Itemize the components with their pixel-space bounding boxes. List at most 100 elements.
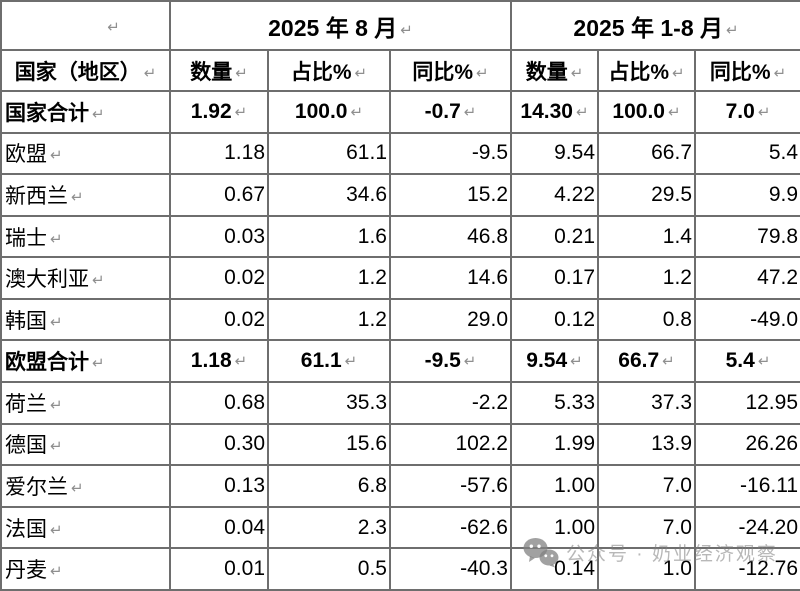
table-row: 澳大利亚 ↵ 0.02 1.2 14.6 0.17 1.2 47.2 bbox=[0, 256, 800, 300]
value-cell: -16.11 bbox=[693, 464, 800, 508]
paragraph-mark: ↵ bbox=[235, 64, 248, 82]
country-cell: 荷兰 ↵ bbox=[0, 381, 171, 425]
value-label: 9.54 bbox=[526, 349, 568, 373]
value-cell: 0.5 bbox=[267, 547, 391, 591]
paragraph-mark: ↵ bbox=[50, 563, 63, 581]
value-cell: 1.2 bbox=[267, 256, 391, 300]
country-cell: 瑞士 ↵ bbox=[0, 214, 171, 259]
paragraph-mark: ↵ bbox=[570, 353, 583, 371]
value-label: 0.8 bbox=[662, 307, 692, 331]
country-label: 德国 bbox=[5, 434, 47, 458]
col-header-yoy-ytd: 同比% ↵ bbox=[693, 49, 800, 92]
value-cell: 0.17 bbox=[510, 256, 599, 300]
value-label: 15.2 bbox=[467, 182, 508, 206]
value-cell: 0.13 bbox=[169, 464, 269, 508]
country-cell: 欧盟 ↵ bbox=[0, 131, 171, 176]
col-header-label: 数量 bbox=[525, 60, 568, 84]
value-label: 47.2 bbox=[757, 266, 799, 290]
value-cell: -62.6 bbox=[389, 505, 512, 550]
value-cell: 4.22 bbox=[510, 173, 599, 217]
value-cell: 15.2 bbox=[389, 173, 512, 217]
value-cell: 14.6 bbox=[389, 256, 512, 300]
value-label: 1.2 bbox=[662, 266, 692, 290]
table-row: 欧盟合计 ↵ 1.18 ↵ 61.1 ↵ -9.5 ↵ 9.54 ↵ 66.7 ↵ 5.4 ↵ bbox=[0, 339, 800, 384]
value-label: 1.18 bbox=[190, 349, 232, 373]
paragraph-mark: ↵ bbox=[672, 64, 685, 82]
value-label: 13.9 bbox=[651, 432, 692, 456]
period-header-aug: 2025 年 8 月 ↵ bbox=[169, 0, 512, 51]
value-label: 1.0 bbox=[662, 557, 692, 581]
table-row: 法国 ↵ 0.04 2.3 -62.6 1.00 7.0 -24.20 bbox=[0, 505, 800, 550]
country-label: 欧盟合计 bbox=[5, 351, 89, 375]
value-cell: 100.0 ↵ bbox=[597, 90, 696, 134]
value-label: 1.2 bbox=[357, 266, 387, 290]
value-cell: 29.0 bbox=[389, 297, 512, 342]
value-cell: 15.6 bbox=[267, 422, 391, 467]
value-label: 12.95 bbox=[745, 390, 799, 414]
value-cell: -9.5 bbox=[389, 131, 512, 176]
value-label: 79.8 bbox=[757, 224, 799, 248]
table-row: 国家合计 ↵ 1.92 ↵ 100.0 ↵ -0.7 ↵ 14.30 ↵ 100.0 ↵ 7.0 ↵ bbox=[0, 90, 800, 134]
paragraph-mark: ↵ bbox=[71, 479, 84, 497]
col-header-quantity-ytd: 数量 ↵ bbox=[510, 49, 599, 92]
paragraph-mark: ↵ bbox=[92, 355, 105, 373]
value-label: 14.6 bbox=[467, 266, 508, 290]
table-row: 德国 ↵ 0.30 15.6 102.2 1.99 13.9 26.26 bbox=[0, 422, 800, 467]
value-cell: 12.95 bbox=[693, 381, 800, 425]
value-label: 61.1 bbox=[300, 349, 342, 373]
value-cell: 1.6 bbox=[267, 214, 391, 259]
value-label: -12.76 bbox=[738, 557, 799, 581]
paragraph-mark: ↵ bbox=[344, 353, 358, 371]
value-cell: 13.9 bbox=[597, 422, 696, 467]
paragraph-mark: ↵ bbox=[92, 105, 105, 123]
value-label: 100.0 bbox=[294, 99, 348, 123]
value-cell: -40.3 bbox=[389, 547, 512, 591]
country-label: 荷兰 bbox=[5, 392, 47, 416]
country-cell: 新西兰 ↵ bbox=[0, 173, 171, 217]
country-cell: 澳大利亚 ↵ bbox=[0, 256, 171, 300]
value-label: -57.6 bbox=[460, 473, 508, 497]
paragraph-mark: ↵ bbox=[463, 353, 477, 371]
col-header-country: 国家（地区） ↵ bbox=[0, 49, 171, 92]
paragraph-mark: ↵ bbox=[463, 103, 477, 121]
period-label: 2025 年 8 月 bbox=[268, 14, 398, 41]
country-label: 瑞士 bbox=[5, 226, 47, 250]
paragraph-mark: ↵ bbox=[50, 438, 63, 456]
paragraph-mark: ↵ bbox=[662, 353, 675, 371]
value-label: 2.3 bbox=[357, 515, 387, 539]
value-label: 9.54 bbox=[554, 141, 595, 165]
country-label: 法国 bbox=[5, 517, 47, 541]
value-cell: 0.8 bbox=[597, 297, 696, 342]
column-header-row: 国家（地区） ↵ 数量 ↵ 占比% ↵ 同比% ↵ 数量 ↵ 占比% ↵ 同比% ↵ bbox=[0, 49, 800, 92]
col-header-label: 占比% bbox=[608, 60, 670, 84]
value-label: 0.14 bbox=[554, 557, 595, 581]
value-cell: 1.18 ↵ bbox=[169, 339, 269, 384]
value-label: 4.22 bbox=[554, 182, 595, 206]
value-cell: 9.9 bbox=[693, 173, 800, 217]
value-cell: 0.03 bbox=[169, 214, 269, 259]
col-header-share-aug: 占比% ↵ bbox=[267, 49, 391, 92]
value-cell: -0.7 ↵ bbox=[389, 90, 512, 134]
value-cell: 1.0 bbox=[597, 547, 696, 591]
paragraph-mark: ↵ bbox=[71, 188, 84, 206]
value-cell: 1.18 bbox=[169, 131, 269, 176]
table-row: 欧盟 ↵ 1.18 61.1 -9.5 9.54 66.7 5.4 bbox=[0, 131, 800, 176]
value-cell: -49.0 bbox=[693, 297, 800, 342]
value-cell: 7.0 ↵ bbox=[693, 90, 800, 134]
value-cell: 0.14 bbox=[510, 547, 599, 591]
paragraph-mark: ↵ bbox=[667, 103, 681, 121]
value-label: 15.6 bbox=[346, 432, 387, 456]
value-label: -40.3 bbox=[460, 557, 508, 581]
value-label: -0.7 bbox=[424, 99, 461, 123]
period-header-jan-aug: 2025 年 1-8 月 ↵ bbox=[509, 0, 800, 51]
value-cell: 14.30 ↵ bbox=[510, 90, 599, 134]
period-header-row: ↵ 2025 年 8 月 ↵ 2025 年 1-8 月 ↵ bbox=[0, 0, 800, 51]
value-label: 5.4 bbox=[725, 349, 755, 373]
col-header-share-ytd: 占比% ↵ bbox=[597, 49, 696, 92]
value-cell: 0.67 bbox=[169, 173, 269, 217]
value-label: 0.21 bbox=[554, 224, 595, 248]
value-label: 5.4 bbox=[768, 141, 799, 165]
value-cell: 0.02 bbox=[169, 256, 269, 300]
value-label: 26.26 bbox=[745, 432, 799, 456]
